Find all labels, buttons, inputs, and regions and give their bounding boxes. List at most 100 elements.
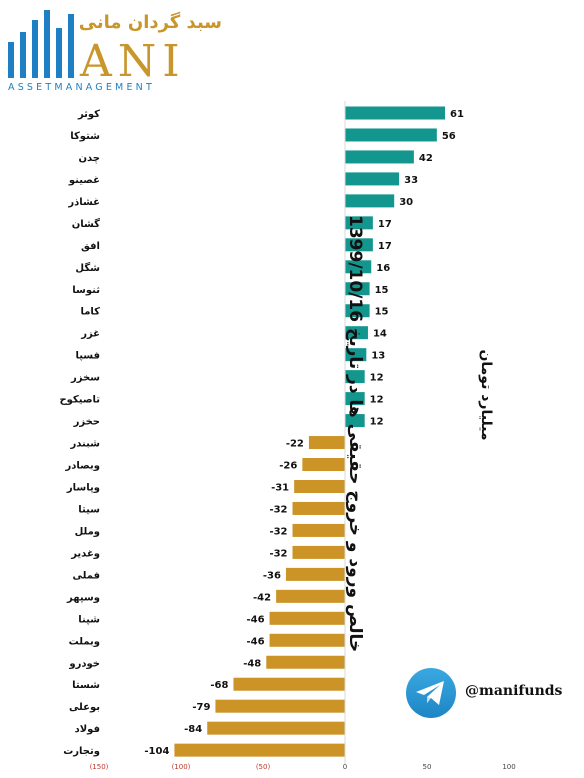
value-label-15: 12 — [370, 417, 384, 428]
bar-29 — [207, 721, 345, 735]
bar-16 — [308, 436, 345, 450]
bar-28 — [215, 699, 345, 713]
bar-24 — [269, 611, 345, 625]
category-label-24: شپنا — [78, 614, 100, 625]
value-label-16: -22 — [286, 439, 304, 450]
x-tick-label-6: 100 — [502, 763, 515, 771]
category-label-7: افق — [81, 241, 100, 252]
category-label-14: تاصیکوح — [59, 395, 100, 406]
bar-3 — [345, 150, 414, 164]
value-label-12: 13 — [371, 351, 385, 362]
x-tick-label-4: 0 — [343, 763, 347, 771]
value-label-4: 33 — [404, 175, 418, 186]
bar-17 — [302, 458, 345, 472]
category-label-22: فملی — [73, 570, 100, 581]
value-label-14: 12 — [370, 395, 384, 406]
logo-wordmark: ANI — [79, 36, 186, 87]
bar-15 — [345, 414, 365, 428]
logo-persian-text: سبد گردان مانی — [79, 11, 222, 33]
bar-9 — [345, 282, 370, 296]
category-labels: کوثر شتوکا چدن غصینو غشاذر گشان افق شگل ثنوسا کام… — [59, 109, 100, 757]
category-label-4: غصینو — [68, 175, 100, 186]
category-label-25: وبملت — [69, 636, 100, 647]
x-axis: (150) (100) (50) 0 50 100 — [90, 101, 516, 771]
value-label-19: -32 — [269, 504, 287, 515]
category-label-16: شبندر — [69, 439, 100, 450]
bar-6 — [345, 216, 373, 230]
bar-1 — [345, 106, 446, 120]
category-label-30: وتجارت — [63, 746, 100, 757]
bar-14 — [345, 392, 365, 406]
bar-7 — [345, 238, 373, 252]
category-label-12: فسپا — [75, 351, 100, 362]
value-label-30: -104 — [144, 746, 169, 757]
value-label-2: 56 — [442, 131, 456, 142]
value-label-17: -26 — [279, 461, 297, 472]
value-label-1: 61 — [450, 109, 464, 120]
bar-12 — [345, 348, 367, 362]
x-tick-label-2: (100) — [172, 763, 191, 771]
bar-2 — [345, 128, 437, 142]
x-tick-label-3: (50) — [256, 763, 271, 771]
bar-26 — [266, 655, 345, 669]
chart-title: خالص ورود و خروج حقیقی ها در تاریخ 1399/… — [345, 215, 365, 653]
value-label-21: -32 — [269, 548, 287, 559]
category-label-18: وپاسار — [66, 482, 100, 493]
company-logo: سبد گردان مانی ANI ASSETMANAGEMENT — [8, 10, 222, 93]
bars-group — [174, 106, 446, 757]
value-label-29: -84 — [184, 724, 202, 735]
category-label-26: خودرو — [68, 658, 100, 669]
category-label-23: وسپهر — [66, 592, 100, 603]
bar-22 — [285, 567, 345, 581]
category-label-15: حخزر — [73, 417, 100, 428]
value-label-23: -42 — [253, 592, 271, 603]
x-tick-label-5: 50 — [423, 763, 432, 771]
bar-18 — [294, 479, 345, 493]
bar-21 — [292, 545, 345, 559]
category-label-19: سیتا — [78, 504, 100, 515]
bar-23 — [276, 589, 345, 603]
telegram-badge[interactable]: @manifunds — [405, 667, 575, 719]
value-label-24: -46 — [246, 614, 264, 625]
value-label-3: 42 — [419, 153, 433, 164]
value-label-28: -79 — [192, 702, 210, 713]
category-label-8: شگل — [75, 261, 100, 274]
telegram-icon — [406, 668, 456, 718]
value-label-26: -48 — [243, 658, 261, 669]
value-label-11: 14 — [373, 329, 387, 340]
value-label-13: 12 — [370, 373, 384, 384]
category-label-28: بوعلی — [69, 702, 100, 713]
category-label-27: شستا — [72, 680, 100, 691]
bar-30 — [174, 743, 345, 757]
bar-20 — [292, 523, 345, 537]
category-label-20: وملل — [75, 526, 100, 537]
category-label-1: کوثر — [77, 109, 100, 120]
category-label-21: وغدیر — [70, 548, 100, 559]
category-label-5: غشاذر — [67, 197, 100, 208]
value-label-6: 17 — [378, 219, 392, 230]
value-label-27: -68 — [210, 680, 228, 691]
value-label-20: -32 — [269, 526, 287, 537]
category-label-9: ثنوسا — [72, 285, 100, 296]
value-label-22: -36 — [263, 570, 281, 581]
bar-27 — [233, 677, 345, 691]
value-label-25: -46 — [246, 636, 264, 647]
bar-4 — [345, 172, 400, 186]
category-label-3: چدن — [78, 153, 100, 164]
x-tick-label-1: (150) — [90, 763, 109, 771]
value-label-9: 15 — [375, 285, 389, 296]
logo-tagline: ASSETMANAGEMENT — [8, 82, 155, 93]
category-label-29: فولاد — [75, 724, 100, 735]
category-label-11: غزر — [80, 329, 100, 340]
bar-25 — [269, 633, 345, 647]
value-label-10: 15 — [375, 307, 389, 318]
bar-8 — [345, 260, 372, 274]
category-label-2: شتوکا — [70, 131, 100, 142]
value-label-18: -31 — [271, 482, 289, 493]
telegram-handle: @manifunds — [465, 683, 563, 699]
unit-label: میلیارد تومان — [478, 349, 494, 441]
bar-13 — [345, 370, 365, 384]
category-label-17: وبصادر — [65, 461, 100, 472]
